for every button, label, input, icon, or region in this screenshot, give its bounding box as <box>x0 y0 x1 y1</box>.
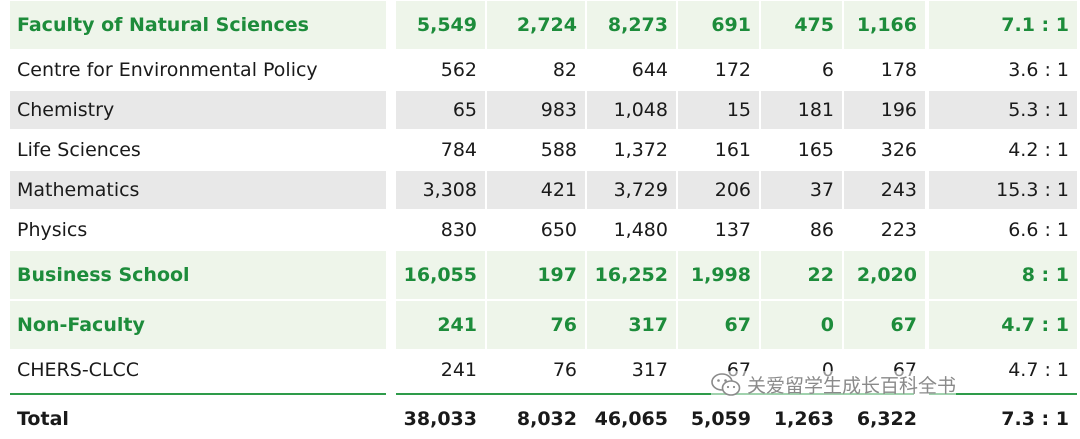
row-name: Total <box>17 407 69 430</box>
cell-value: 161 <box>714 139 751 161</box>
cell-value: 1,166 <box>844 1 925 49</box>
row-name: Faculty of Natural Sciences <box>10 1 386 49</box>
cell-value: 16,055 <box>396 251 485 299</box>
row-name: CHERS-CLCC <box>17 359 140 381</box>
table-row: Faculty of Natural Sciences 5,549 2,724 … <box>10 0 1080 50</box>
total-divider <box>10 393 386 395</box>
cell-value: 76 <box>552 359 577 381</box>
cell-value: 588 <box>540 139 577 161</box>
cell-value: 86 <box>809 219 834 241</box>
cell-value: 1,048 <box>587 91 676 129</box>
cell-value: 2,020 <box>844 251 925 299</box>
cell-value: 644 <box>631 59 668 81</box>
cell-value: 6,322 <box>856 407 917 430</box>
cell-value: 475 <box>761 1 842 49</box>
cell-value: 8,032 <box>516 407 577 430</box>
cell-value: 784 <box>440 139 477 161</box>
table-row: Mathematics 3,308 421 3,729 206 37 243 1… <box>10 170 1080 210</box>
cell-value: 178 <box>880 59 917 81</box>
cell-value: 1,480 <box>613 219 668 241</box>
cell-value: 8,273 <box>587 1 676 49</box>
row-name: Centre for Environmental Policy <box>17 59 318 81</box>
table-row-total: Total 38,033 8,032 46,065 5,059 1,263 6,… <box>10 390 1080 438</box>
cell-ratio: 7.3 : 1 <box>1001 407 1069 430</box>
cell-value: 1,263 <box>773 407 834 430</box>
row-name: Mathematics <box>10 171 386 209</box>
cell-value: 3,308 <box>396 171 485 209</box>
cell-ratio: 8 : 1 <box>929 251 1077 299</box>
cell-value: 317 <box>587 301 676 349</box>
cell-value: 76 <box>487 301 585 349</box>
table-row: Business School 16,055 197 16,252 1,998 … <box>10 250 1080 300</box>
cell-value: 206 <box>678 171 759 209</box>
row-name: Physics <box>17 219 88 241</box>
wechat-icon <box>711 372 741 396</box>
watermark-text: 关爱留学生成长百科全书 <box>747 375 957 397</box>
cell-value: 2,724 <box>487 1 585 49</box>
cell-ratio: 6.6 : 1 <box>1008 219 1069 241</box>
cell-value: 82 <box>552 59 577 81</box>
cell-value: 650 <box>540 219 577 241</box>
statistics-table: Faculty of Natural Sciences 5,549 2,724 … <box>10 0 1080 438</box>
cell-value: 317 <box>631 359 668 381</box>
cell-value: 243 <box>844 171 925 209</box>
cell-ratio: 15.3 : 1 <box>929 171 1077 209</box>
cell-ratio: 4.2 : 1 <box>1008 139 1069 161</box>
cell-value: 983 <box>487 91 585 129</box>
cell-ratio: 3.6 : 1 <box>1008 59 1069 81</box>
row-name: Non-Faculty <box>10 301 386 349</box>
cell-value: 38,033 <box>403 407 477 430</box>
table-row: Life Sciences 784 588 1,372 161 165 326 … <box>10 130 1080 170</box>
cell-value: 22 <box>761 251 842 299</box>
cell-value: 196 <box>844 91 925 129</box>
cell-value: 37 <box>761 171 842 209</box>
table-row: CHERS-CLCC 241 76 317 67 0 67 4.7 : 1 <box>10 350 1080 390</box>
table-row: Chemistry 65 983 1,048 15 181 196 5.3 : … <box>10 90 1080 130</box>
cell-value: 241 <box>396 301 485 349</box>
cell-value: 65 <box>396 91 485 129</box>
cell-value: 165 <box>797 139 834 161</box>
cell-value: 67 <box>844 301 925 349</box>
cell-ratio: 7.1 : 1 <box>929 1 1077 49</box>
total-divider <box>396 393 914 395</box>
cell-ratio: 4.7 : 1 <box>1008 359 1069 381</box>
cell-value: 562 <box>440 59 477 81</box>
cell-value: 421 <box>487 171 585 209</box>
table-row: Centre for Environmental Policy 562 82 6… <box>10 50 1080 90</box>
cell-value: 830 <box>440 219 477 241</box>
cell-value: 1,372 <box>613 139 668 161</box>
cell-value: 67 <box>678 301 759 349</box>
cell-value: 16,252 <box>587 251 676 299</box>
cell-value: 241 <box>440 359 477 381</box>
cell-value: 223 <box>880 219 917 241</box>
table-row: Non-Faculty 241 76 317 67 0 67 4.7 : 1 <box>10 300 1080 350</box>
cell-value: 172 <box>714 59 751 81</box>
cell-value: 691 <box>678 1 759 49</box>
watermark: 关爱留学生成长百科全书 <box>711 371 957 398</box>
row-name: Chemistry <box>10 91 386 129</box>
cell-value: 181 <box>761 91 842 129</box>
cell-value: 6 <box>821 59 834 81</box>
row-name: Life Sciences <box>17 139 141 161</box>
cell-value: 326 <box>880 139 917 161</box>
total-divider <box>929 393 1077 395</box>
cell-value: 5,059 <box>690 407 751 430</box>
cell-value: 3,729 <box>587 171 676 209</box>
row-name: Business School <box>10 251 386 299</box>
cell-ratio: 4.7 : 1 <box>929 301 1077 349</box>
cell-value: 15 <box>678 91 759 129</box>
table-row: Physics 830 650 1,480 137 86 223 6.6 : 1 <box>10 210 1080 250</box>
cell-ratio: 5.3 : 1 <box>929 91 1077 129</box>
cell-value: 197 <box>487 251 585 299</box>
cell-value: 5,549 <box>396 1 485 49</box>
cell-value: 46,065 <box>594 407 668 430</box>
cell-value: 137 <box>714 219 751 241</box>
cell-value: 0 <box>761 301 842 349</box>
cell-value: 1,998 <box>678 251 759 299</box>
